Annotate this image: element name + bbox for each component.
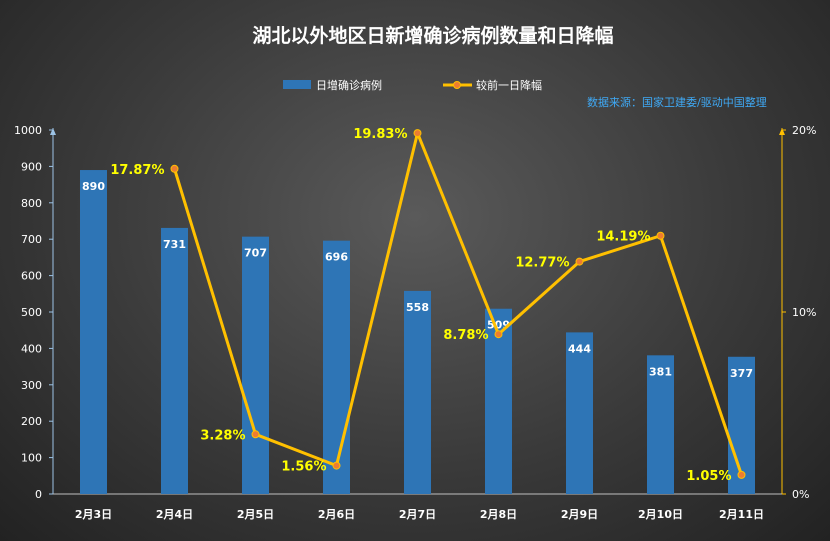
x-tick-label: 2月9日 — [561, 508, 598, 521]
bar — [323, 240, 350, 494]
bar — [647, 355, 674, 494]
x-axis-ticks: 2月3日 2月4日 2月5日 2月6日 2月7日 2月8日 2月9日 2月10日 2月11日 — [75, 508, 764, 521]
bar-value-label: 444 — [568, 342, 591, 355]
y-left-tick-label: 500 — [21, 306, 42, 319]
x-tick-label: 2月5日 — [237, 508, 274, 521]
y-axis-left-arrow — [50, 128, 56, 135]
line-marker — [332, 461, 341, 470]
chart-title: 湖北以外地区日新增确诊病例数量和日降幅 — [252, 24, 613, 47]
y-left-tick-label: 200 — [21, 415, 42, 428]
bar — [161, 227, 188, 494]
line-marker — [170, 164, 179, 173]
y-left-tick-label: 900 — [21, 160, 42, 173]
bar-value-label: 707 — [244, 247, 267, 260]
bar — [566, 332, 593, 494]
y-left-tick-label: 400 — [21, 342, 42, 355]
line-value-label: 17.87% — [110, 163, 164, 178]
line-value-label: 3.28% — [200, 428, 245, 443]
line-marker — [575, 257, 584, 266]
bar-value-label: 731 — [163, 238, 186, 251]
line-series: 17.87% 3.28% 1.56% 19.83% 8.78% 12.77% 14.19% 1… — [110, 127, 746, 484]
bar — [404, 290, 431, 494]
y-left-tick-label: 700 — [21, 233, 42, 246]
line-marker — [494, 330, 503, 339]
legend-bar-label: 日增确诊病例 — [316, 78, 382, 92]
x-tick-label: 2月6日 — [318, 508, 355, 521]
line-marker — [413, 129, 422, 138]
y-axis-right-arrow — [779, 128, 785, 135]
bar — [242, 236, 269, 495]
bar-value-label: 890 — [82, 180, 105, 193]
y-left-tick-label: 100 — [21, 452, 42, 465]
y-left-tick-label: 300 — [21, 379, 42, 392]
line-value-label: 12.77% — [515, 256, 569, 271]
y-left-tick-label: 1000 — [14, 124, 42, 137]
line-value-label: 19.83% — [353, 127, 407, 142]
bar — [485, 308, 512, 494]
bar — [80, 170, 107, 495]
line-value-label: 1.56% — [281, 460, 326, 475]
bar-value-label: 558 — [406, 301, 429, 314]
y-left-tick-label: 800 — [21, 197, 42, 210]
line-marker — [737, 470, 746, 479]
x-tick-label: 2月4日 — [156, 508, 193, 521]
line-marker — [656, 231, 665, 240]
decline-line — [173, 131, 743, 476]
legend-line-label: 较前一日降幅 — [476, 78, 542, 92]
legend: 日增确诊病例 较前一日降幅 — [283, 78, 542, 92]
x-tick-label: 2月8日 — [480, 508, 517, 521]
bar-value-label: 696 — [325, 251, 348, 264]
legend-bar-swatch — [283, 80, 311, 89]
line-value-label: 1.05% — [686, 469, 731, 484]
y-right-tick-label: 20% — [792, 124, 816, 137]
source-note: 数据来源：国家卫建委/驱动中国整理 — [587, 95, 767, 109]
y-left-tick-label: 0 — [35, 488, 42, 501]
legend-line-marker — [453, 81, 461, 89]
y-right-tick-label: 10% — [792, 306, 816, 319]
x-tick-label: 2月7日 — [399, 508, 436, 521]
y-right-tick-label: 0% — [792, 488, 809, 501]
x-tick-label: 2月10日 — [638, 508, 683, 521]
bar-series — [80, 170, 755, 495]
bar-value-label: 381 — [649, 365, 672, 378]
x-tick-label: 2月3日 — [75, 508, 112, 521]
line-marker — [251, 430, 260, 439]
y-left-tick-label: 600 — [21, 270, 42, 283]
bar-value-label: 377 — [730, 367, 753, 380]
x-tick-label: 2月11日 — [719, 508, 764, 521]
line-value-label: 14.19% — [596, 230, 650, 245]
line-value-label: 8.78% — [443, 328, 488, 343]
